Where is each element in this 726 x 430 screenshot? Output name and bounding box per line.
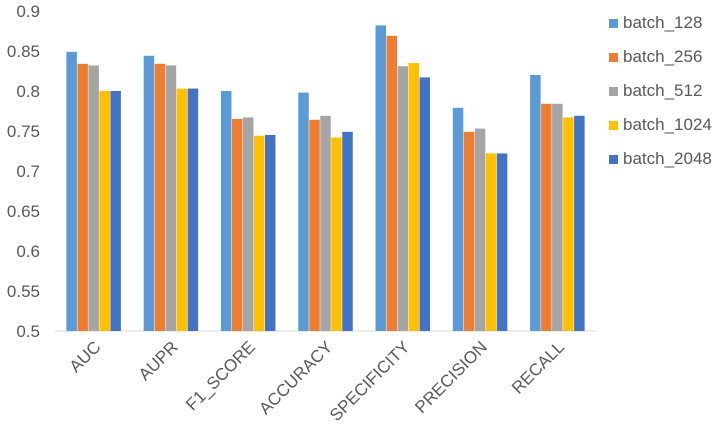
- bar-batch_1024-f1_score: [253, 135, 265, 331]
- bar-batch_256-specificity: [386, 35, 398, 332]
- y-tick-label: 0.75: [7, 122, 40, 141]
- bar-batch_128-precision: [452, 107, 464, 331]
- legend-swatch: [609, 86, 618, 96]
- bar-batch_128-recall: [530, 75, 541, 331]
- bar-batch_512-accuracy: [320, 115, 331, 331]
- legend-item: batch_512: [609, 74, 712, 108]
- y-axis-ticks: 0.5 0.55 0.6 0.65 0.7 0.75 0.8 0.85 0.9: [7, 2, 40, 341]
- legend-label: batch_2048: [623, 149, 712, 168]
- y-tick-label: 0.8: [16, 82, 40, 101]
- y-tick-label: 0.85: [7, 42, 40, 61]
- bar-batch_1024-recall: [563, 117, 574, 332]
- legend-item: batch_128: [609, 6, 712, 40]
- x-category-label: AUPR: [135, 337, 182, 384]
- bar-batch_1024-aupr: [176, 88, 188, 331]
- bar-batch_512-recall: [552, 103, 563, 331]
- x-category-label: RECALL: [508, 337, 568, 397]
- bar-batch_2048-f1_score: [264, 135, 276, 331]
- x-axis-categories: AUC AUPR F1_SCOREACCURACYSPECIFICITYPRECIS…: [66, 337, 569, 425]
- legend-label: batch_128: [623, 13, 703, 32]
- bar-batch_2048-recall: [574, 115, 585, 331]
- bar-batch_2048-precision: [496, 153, 508, 331]
- bar-batch_2048-accuracy: [342, 131, 353, 331]
- legend-swatch: [609, 154, 618, 164]
- legend-item: batch_256: [609, 40, 712, 74]
- bar-batch_128-specificity: [375, 25, 387, 332]
- bar-batch_1024-auc: [99, 91, 110, 331]
- bar-batch_2048-auc: [110, 91, 121, 331]
- x-category-label: ACCURACY: [255, 337, 336, 418]
- y-tick-label: 0.5: [16, 322, 40, 341]
- y-tick-label: 0.7: [16, 162, 40, 181]
- y-tick-label: 0.6: [16, 242, 40, 261]
- bar-batch_1024-precision: [485, 153, 497, 331]
- x-category-label: AUC: [66, 337, 105, 376]
- x-category-label: PRECISION: [411, 337, 491, 417]
- legend-label: batch_1024: [623, 115, 712, 134]
- bar-batch_256-aupr: [154, 63, 166, 332]
- bar-batch_512-aupr: [165, 65, 177, 332]
- bar-batch_256-recall: [541, 103, 552, 331]
- x-category-label: SPECIFICITY: [326, 337, 414, 425]
- bar-batch_128-auc: [66, 51, 77, 332]
- bar-batch_512-precision: [474, 128, 486, 331]
- bar-batch_2048-specificity: [419, 77, 431, 332]
- y-tick-label: 0.55: [7, 282, 40, 301]
- legend-label: batch_512: [623, 81, 703, 100]
- y-tick-label: 0.65: [7, 202, 40, 221]
- bar-batch_512-auc: [88, 65, 99, 332]
- bar-batch_2048-aupr: [187, 88, 199, 331]
- legend-item: batch_1024: [609, 108, 712, 142]
- legend-swatch: [609, 52, 618, 62]
- bar-batch_1024-accuracy: [331, 137, 342, 331]
- bar-batch_128-accuracy: [298, 92, 309, 331]
- bar-batch_256-f1_score: [231, 119, 243, 331]
- bars-group: [66, 25, 585, 332]
- bar-batch_128-f1_score: [220, 91, 232, 331]
- bar-batch_256-accuracy: [309, 119, 320, 331]
- bar-batch_512-specificity: [397, 66, 409, 331]
- x-category-label: F1_SCORE: [182, 337, 259, 414]
- legend-swatch: [609, 18, 618, 28]
- legend-item: batch_2048: [609, 142, 712, 176]
- legend-swatch: [609, 120, 618, 130]
- bar-batch_256-precision: [463, 131, 475, 331]
- bar-batch_256-auc: [77, 63, 88, 332]
- legend-label: batch_256: [623, 47, 703, 66]
- bar-batch_128-aupr: [143, 55, 155, 332]
- bar-batch_512-f1_score: [242, 117, 254, 332]
- y-tick-label: 0.9: [16, 2, 40, 21]
- bar-batch_1024-specificity: [408, 63, 420, 331]
